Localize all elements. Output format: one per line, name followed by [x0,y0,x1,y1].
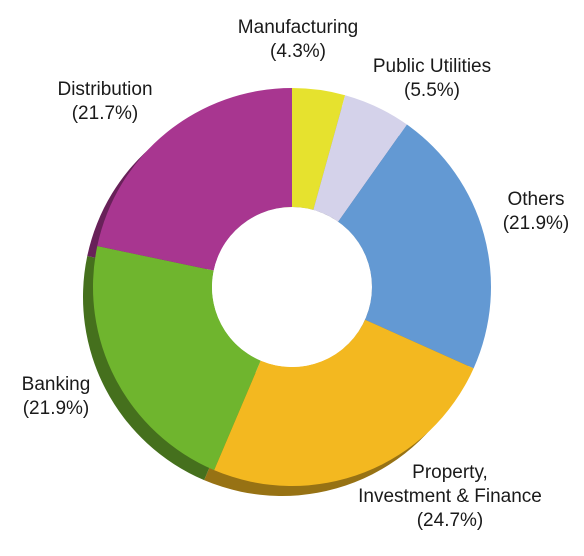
slice-manufacturing [292,88,346,210]
slice-property-investment-finance [214,319,474,486]
slice-public-utilities [313,95,407,222]
slice-distribution [97,87,293,271]
slice-label-property-investment-finance: Property, Investment & Finance (24.7%) [358,462,542,531]
slice-label-layer: Manufacturing (4.3%) Public Utilities (5.5%… [22,17,570,531]
slice-banking [92,246,261,471]
donut-hole [212,207,372,367]
slice-label-distribution: Distribution (21.7%) [57,79,152,124]
slice-label-public-utilities: Public Utilities (5.5%) [373,56,491,101]
donut-slice-layer [92,87,492,486]
slice-others [338,124,492,369]
slice-label-manufacturing: Manufacturing (4.3%) [238,17,358,62]
slice-label-banking: Banking (21.9%) [22,374,91,419]
slice-label-others: Others (21.9%) [503,189,570,234]
